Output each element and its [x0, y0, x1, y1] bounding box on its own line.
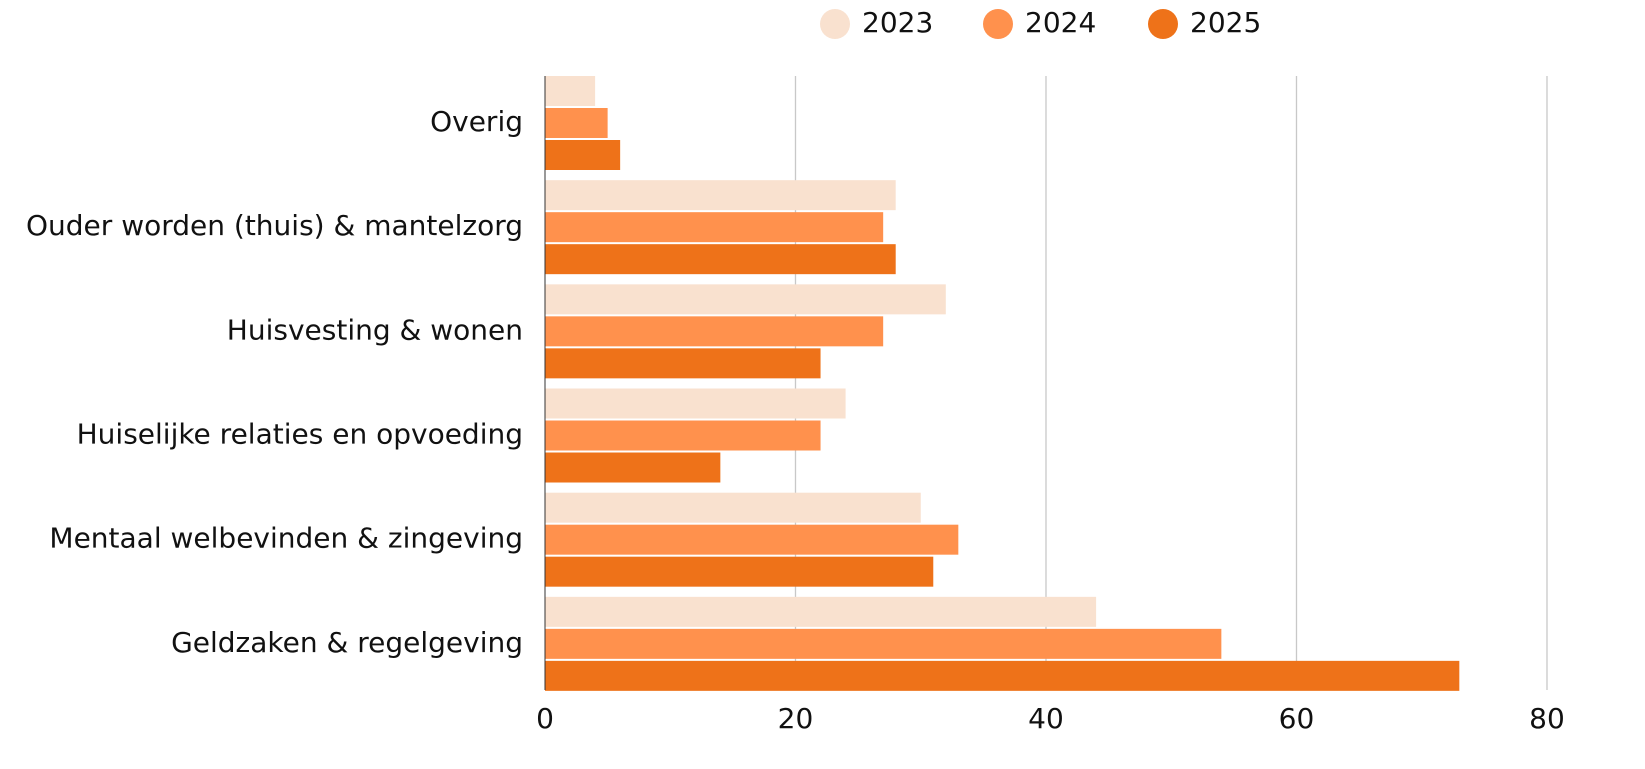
bar-geldzaken-regelgeving-2024 — [545, 628, 1222, 659]
bar-geldzaken-regelgeving-2025 — [545, 660, 1460, 691]
axes: 0 20 40 60 80 Overig Ouder worden (thuis) & ma… — [26, 76, 1565, 735]
bar-huisvesting-wonen-2023 — [545, 284, 946, 315]
legend-item-2023: 2023 — [820, 6, 933, 39]
bar-mentaal-welbevinden-zingeving-2023 — [545, 492, 921, 523]
gridlines — [794, 76, 1548, 690]
legend-label-2025: 2025 — [1190, 6, 1261, 39]
bar-mentaal-welbevinden-zingeving-2024 — [545, 524, 959, 555]
x-tick-label: 40 — [1028, 702, 1064, 735]
legend-swatch-2024 — [983, 9, 1013, 39]
bar-huisvesting-wonen-2024 — [545, 316, 884, 347]
category-label-mentaal-welbevinden-zingeving: Mentaal welbevinden & zingeving — [49, 522, 523, 555]
category-label-ouder-worden-thuis-mantelzorg: Ouder worden (thuis) & mantelzorg — [26, 209, 523, 242]
category-label-overig: Overig — [430, 105, 523, 138]
bar-huiselijke-relaties-en-opvoeding-2023 — [545, 388, 846, 419]
legend-item-2025: 2025 — [1148, 6, 1261, 39]
bar-overig-2023 — [545, 76, 596, 106]
bar-mentaal-welbevinden-zingeving-2025 — [545, 556, 934, 587]
category-label-huiselijke-relaties-en-opvoeding: Huiselijke relaties en opvoeding — [77, 418, 523, 451]
x-tick-label: 60 — [1279, 702, 1315, 735]
legend-label-2024: 2024 — [1025, 6, 1096, 39]
bars — [545, 76, 1460, 691]
bar-geldzaken-regelgeving-2023 — [545, 596, 1097, 627]
category-label-geldzaken-regelgeving: Geldzaken & regelgeving — [171, 626, 523, 659]
x-tick-label: 20 — [778, 702, 814, 735]
bar-ouder-worden-thuis-mantelzorg-2024 — [545, 212, 884, 243]
x-tick-label: 0 — [536, 702, 554, 735]
bar-ouder-worden-thuis-mantelzorg-2025 — [545, 244, 896, 275]
legend-swatch-2023 — [820, 9, 850, 39]
bar-huisvesting-wonen-2025 — [545, 348, 821, 379]
category-label-huisvesting-wonen: Huisvesting & wonen — [227, 313, 523, 346]
x-tick-label: 80 — [1529, 702, 1565, 735]
legend: 2023 2024 2025 — [820, 6, 1261, 39]
bar-overig-2024 — [545, 108, 608, 138]
bar-overig-2025 — [545, 140, 621, 170]
bar-ouder-worden-thuis-mantelzorg-2023 — [545, 180, 896, 211]
bar-huiselijke-relaties-en-opvoeding-2025 — [545, 452, 721, 483]
bar-huiselijke-relaties-en-opvoeding-2024 — [545, 420, 821, 451]
legend-label-2023: 2023 — [862, 6, 933, 39]
legend-swatch-2025 — [1148, 9, 1178, 39]
legend-item-2024: 2024 — [983, 6, 1096, 39]
